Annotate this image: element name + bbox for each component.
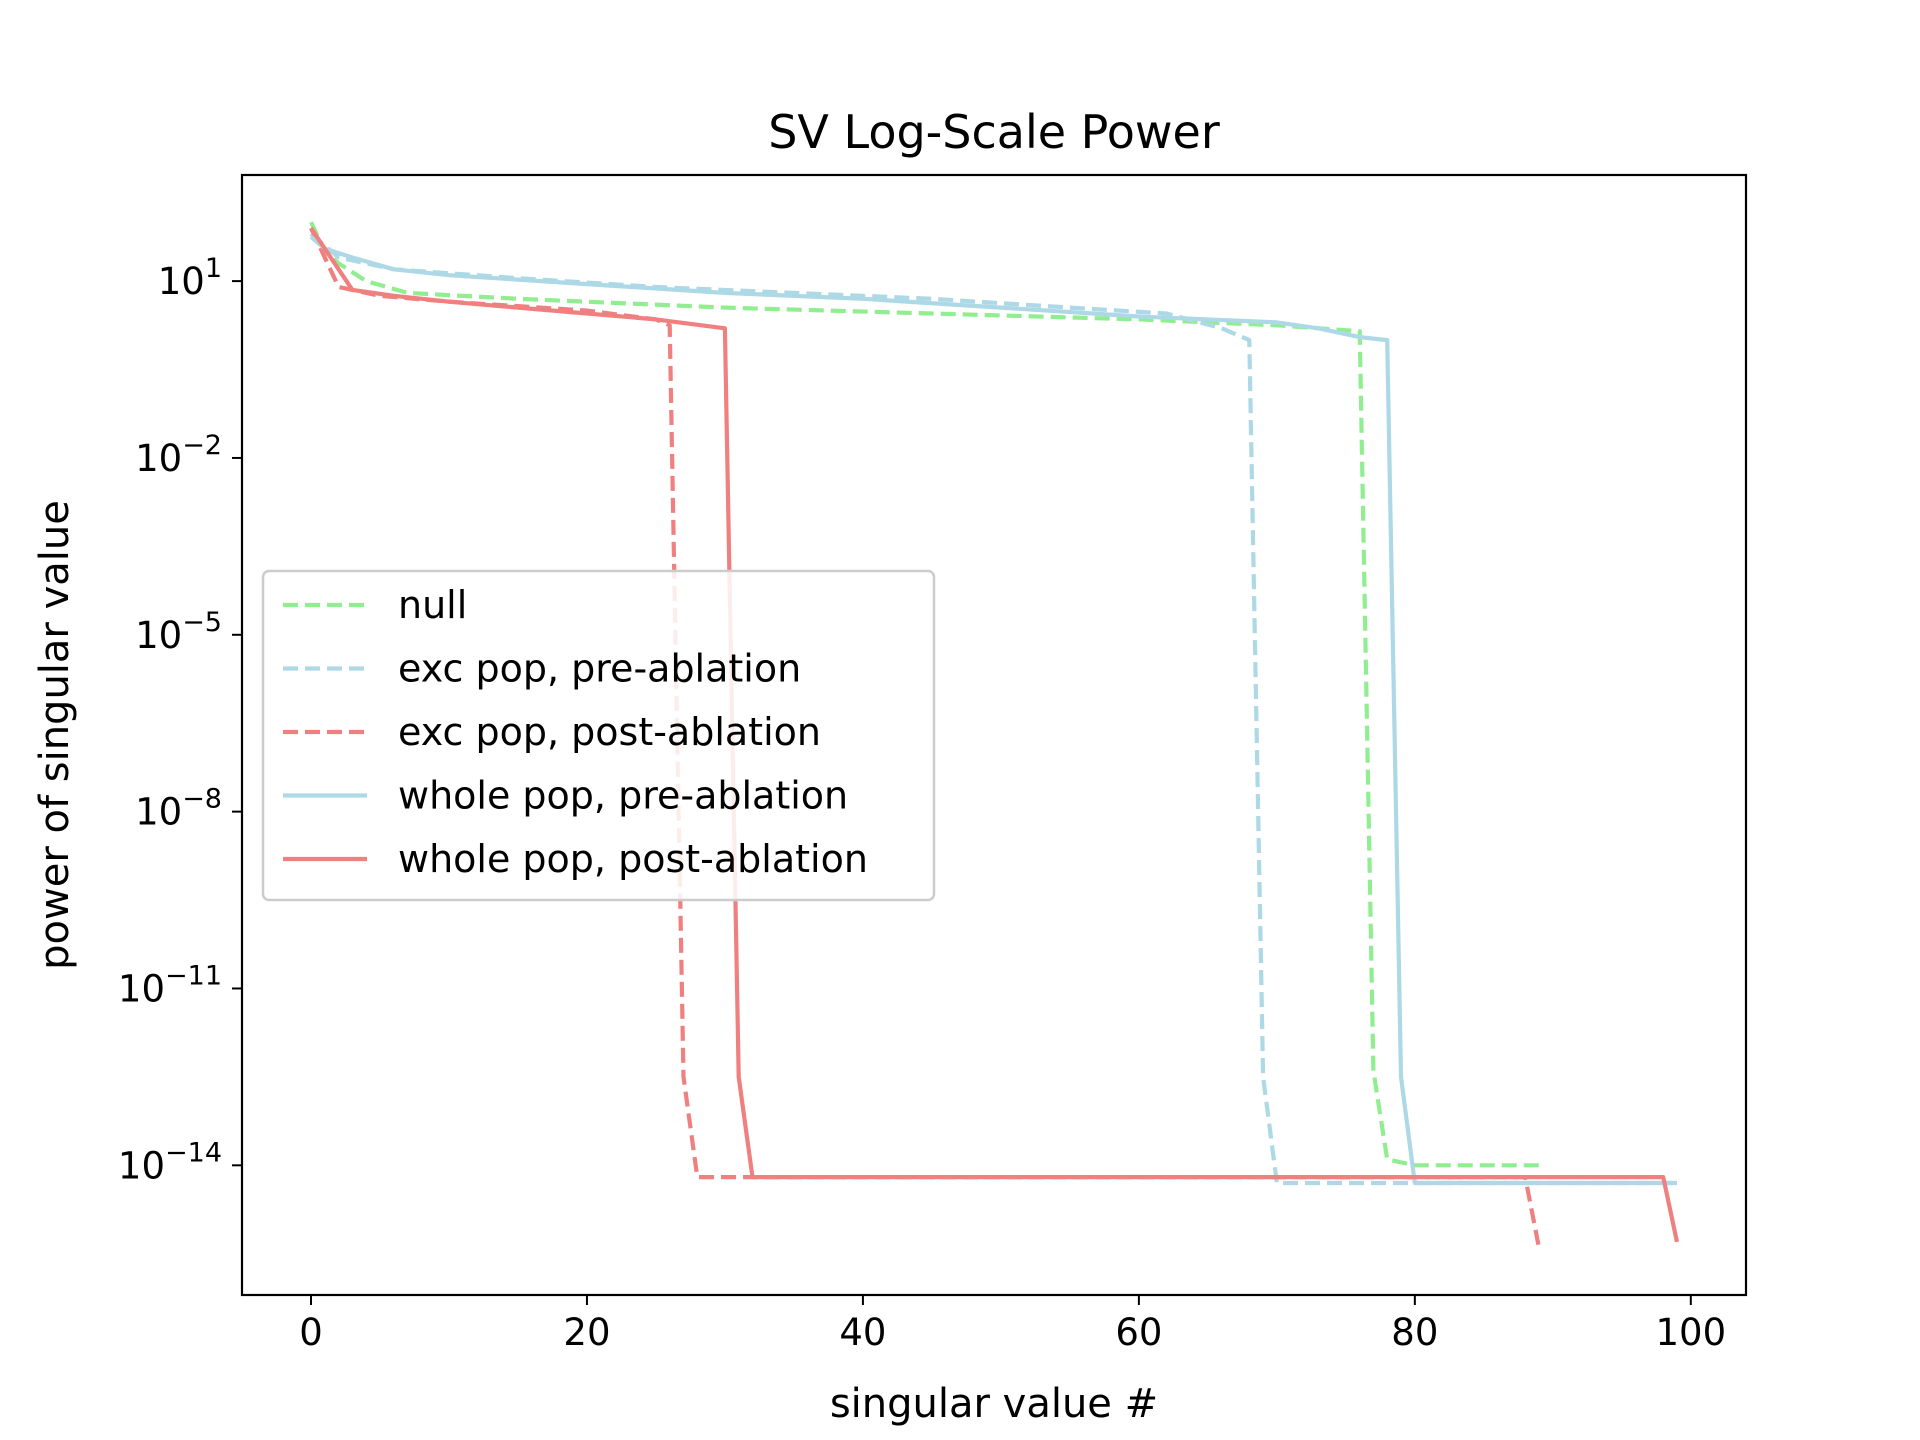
legend-label-5: whole pop, post-ablation (398, 837, 868, 881)
x-tick-label: 60 (1115, 1311, 1162, 1354)
y-tick-label: 10−5 (135, 607, 222, 657)
y-tick-label: 10−11 (118, 960, 222, 1010)
y-axis: 101 10−2 10−5 10−8 10−11 10−14 (118, 253, 242, 1187)
plot-series (309, 221, 1680, 1249)
x-tick-label: 100 (1655, 1311, 1726, 1354)
y-tick-label: 10−8 (135, 784, 222, 834)
x-tick-label: 40 (839, 1311, 886, 1354)
legend-label-2: exc pop, pre-ablation (398, 647, 801, 691)
x-tick-label: 20 (563, 1311, 610, 1354)
series-line-5 (309, 226, 1680, 1243)
plot-frame (240, 173, 1748, 1297)
legend: null exc pop, pre-ablation exc pop, post-a… (261, 569, 936, 902)
series-line-1 (309, 221, 1539, 1168)
legend-label-4: whole pop, pre-ablation (398, 774, 848, 818)
y-tick-label: 10−14 (118, 1137, 222, 1187)
legend-box (261, 569, 936, 902)
x-axis: 0 20 40 60 80 100 (299, 1295, 1726, 1354)
chart-title: SV Log-Scale Power (768, 105, 1220, 159)
y-tick-label: 101 (158, 253, 222, 303)
series-line-4 (309, 235, 1677, 1186)
x-tick-label: 80 (1391, 1311, 1438, 1354)
x-axis-title: singular value # (830, 1381, 1158, 1427)
x-tick-label: 0 (299, 1311, 323, 1354)
legend-label-3: exc pop, post-ablation (398, 710, 821, 754)
legend-label-1: null (398, 583, 467, 627)
y-tick-label: 10−2 (135, 430, 222, 480)
y-axis-title: power of singular value (32, 500, 78, 970)
